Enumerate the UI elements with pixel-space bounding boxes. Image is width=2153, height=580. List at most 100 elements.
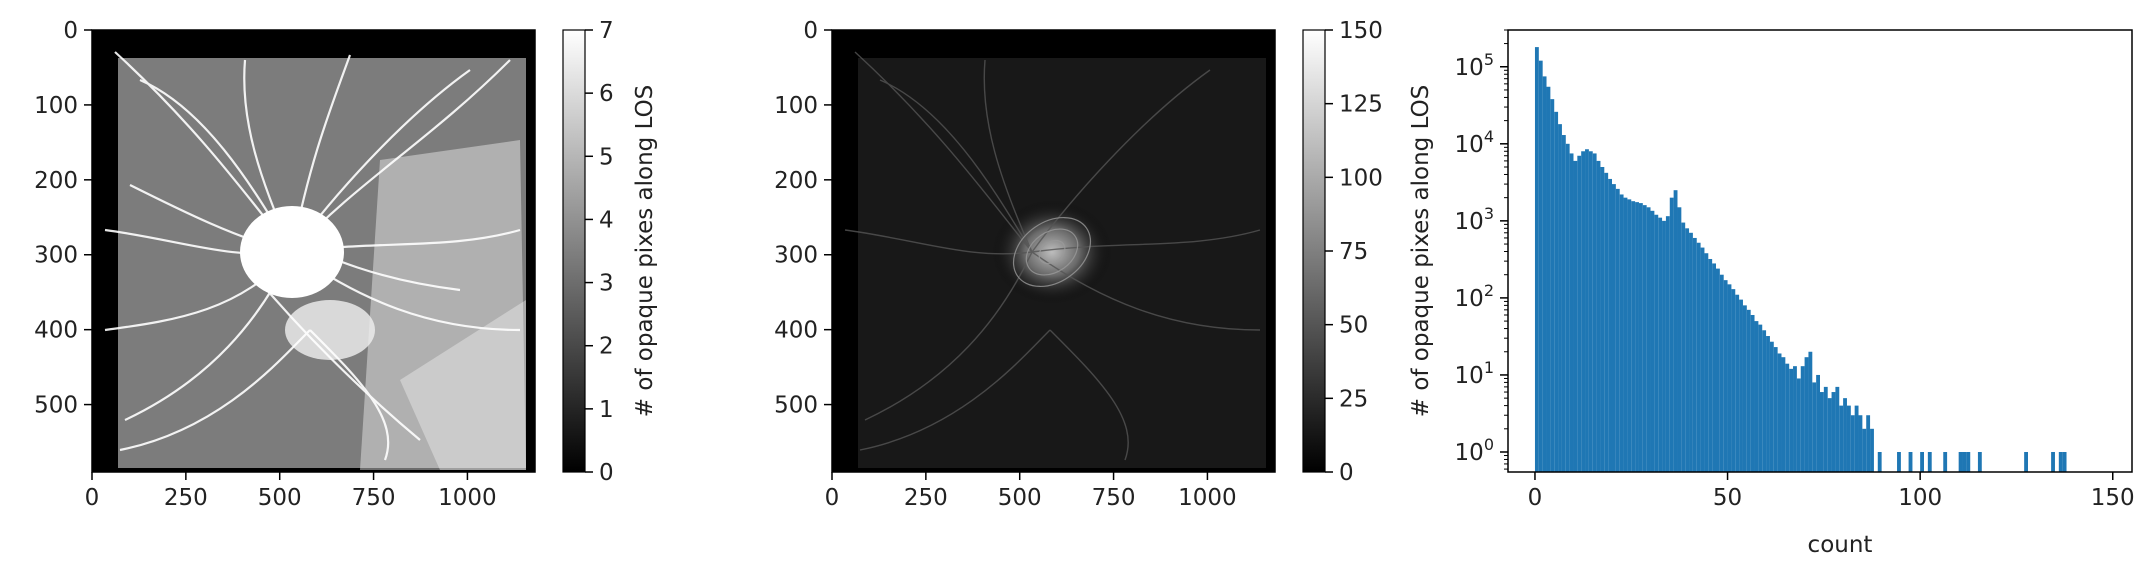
histogram-xlabel: count <box>1808 532 1873 558</box>
y-tick-label: 200 <box>774 168 818 194</box>
y-tick-label: 0 <box>63 18 78 44</box>
histogram-bar <box>1773 347 1778 472</box>
histogram-bar <box>1631 201 1636 472</box>
histogram-bar <box>1592 153 1597 472</box>
histogram-bar <box>1766 336 1770 472</box>
histogram-bar <box>1650 210 1655 472</box>
histogram-bar <box>1962 451 1967 472</box>
y-tick-label: 400 <box>774 318 818 344</box>
histogram-bar <box>1692 237 1697 472</box>
histogram-bar <box>1550 99 1555 472</box>
y-tick-label: 300 <box>34 243 78 269</box>
histogram-bar <box>1588 151 1593 472</box>
histogram-bar <box>1546 86 1551 473</box>
histogram-bar <box>1742 305 1747 472</box>
histogram-bar <box>2024 451 2028 472</box>
x-tick-label: 100 <box>1898 485 1942 511</box>
histogram-bar <box>1785 363 1790 472</box>
histogram-bar <box>1565 143 1570 473</box>
histogram-bar <box>1635 202 1639 472</box>
histogram-bar <box>1642 205 1647 472</box>
colorbar-2 <box>1302 29 1326 473</box>
histogram-bar <box>1558 124 1562 472</box>
histogram-bar <box>1561 135 1566 473</box>
histogram-bar <box>1596 160 1601 473</box>
histogram-bar <box>1808 351 1813 472</box>
histogram-bar <box>1608 178 1612 472</box>
histogram-bar <box>1665 216 1670 472</box>
colorbar-2-label: # of opaque pixes along LOS <box>1408 85 1434 418</box>
x-tick-label: 500 <box>258 485 302 511</box>
colorbar-tick-label: 100 <box>1339 165 1383 191</box>
histogram-bar <box>1735 294 1740 472</box>
histogram-bar <box>1789 368 1794 472</box>
x-tick-label: 250 <box>164 485 208 511</box>
histogram-bar <box>1600 167 1605 472</box>
y-tick-label: 100 <box>1455 435 1494 466</box>
colorbar-tick-label: 1 <box>599 397 614 423</box>
histogram-bar <box>1758 324 1763 472</box>
histogram-bar <box>2058 451 2063 472</box>
histogram-bar <box>1604 172 1609 472</box>
histogram-bar <box>1712 263 1716 472</box>
x-tick-label: 0 <box>825 485 840 511</box>
y-tick-label: 105 <box>1455 50 1494 81</box>
histogram-bar <box>1823 386 1828 472</box>
colorbar-tick-label: 7 <box>599 18 614 44</box>
histogram-bar <box>1958 451 1963 472</box>
histogram-bar <box>1966 451 1971 472</box>
histogram-bar <box>1943 451 1948 472</box>
histogram-bar <box>1534 47 1539 473</box>
panel-2: 0 250 500 750 1000 0 100 200 300 400 500 0 25 50 75 1… <box>774 18 1434 511</box>
colorbar-tick-label: 150 <box>1339 18 1383 44</box>
histogram-bar <box>1862 428 1867 472</box>
histogram-bar <box>1585 149 1589 473</box>
x-tick-label: 50 <box>1713 485 1742 511</box>
histogram-bar <box>1727 284 1732 472</box>
histogram-bar <box>1866 415 1871 472</box>
y-tick-label: 300 <box>774 243 818 269</box>
y-tick-label: 102 <box>1455 281 1494 312</box>
histogram-bar <box>1820 392 1824 472</box>
panel-1: 0 250 500 750 1000 0 100 200 300 400 500 0 1 2 3 4 5 6 7… <box>34 18 658 511</box>
y-tick-label: 104 <box>1455 127 1494 158</box>
histogram-bar <box>1581 151 1586 472</box>
histogram-bar <box>1804 357 1809 472</box>
histogram-bar <box>1977 451 1982 472</box>
histogram-bar <box>1696 242 1701 472</box>
x-tick-label: 750 <box>1092 485 1136 511</box>
histogram-bar <box>1769 341 1774 472</box>
histogram-bar <box>1839 405 1844 472</box>
histogram-bar <box>1831 392 1836 472</box>
histogram-bar <box>1615 188 1620 472</box>
panel-3: 0 50 100 150 100 101 102 103 104 105 count <box>1455 29 2135 558</box>
y-tick-label: 0 <box>803 18 818 44</box>
histogram-bar <box>1793 366 1797 472</box>
histogram-bar <box>2051 451 2055 472</box>
colorbar-tick-label: 125 <box>1339 92 1383 118</box>
histogram-bar <box>1681 222 1686 472</box>
x-tick-label: 150 <box>2091 485 2135 511</box>
colorbar-tick-label: 4 <box>599 207 614 233</box>
histogram-bar <box>1569 153 1574 472</box>
histogram-bar <box>1827 398 1832 472</box>
histogram-bar <box>1554 111 1559 473</box>
image-2-content <box>844 51 1266 468</box>
y-tick-label: 103 <box>1455 204 1494 235</box>
histogram-bar <box>1612 184 1616 472</box>
histogram-bar <box>1877 451 1882 472</box>
colorbar-1-label: # of opaque pixes along LOS <box>632 85 658 418</box>
histogram-axes <box>1507 29 2133 473</box>
y-tick-label: 100 <box>774 93 818 119</box>
histogram-bar <box>1739 299 1743 472</box>
histogram-bar <box>1927 451 1932 472</box>
histogram-bar <box>1897 451 1901 472</box>
y-tick-label: 100 <box>34 93 78 119</box>
histogram-bar <box>1781 357 1786 472</box>
x-tick-label: 1000 <box>438 485 497 511</box>
histogram-bar <box>1646 207 1651 472</box>
histogram-bar <box>1716 268 1720 472</box>
y-tick-label: 101 <box>1455 358 1494 389</box>
histogram-bar <box>1677 207 1682 472</box>
